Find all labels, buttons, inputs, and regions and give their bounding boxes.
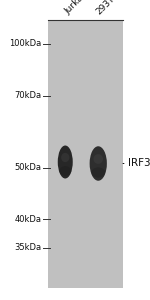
Ellipse shape [58,146,73,178]
Text: 293T: 293T [94,0,117,16]
Ellipse shape [91,167,105,178]
Text: IRF3: IRF3 [128,158,150,169]
Text: Jurkat: Jurkat [63,0,88,16]
Bar [48,21,123,288]
Text: 35kDa: 35kDa [14,243,41,252]
Ellipse shape [61,153,69,162]
Ellipse shape [59,166,71,176]
Text: 40kDa: 40kDa [14,214,41,224]
Ellipse shape [93,154,103,164]
Ellipse shape [90,146,107,181]
Text: 70kDa: 70kDa [14,92,41,100]
Text: 50kDa: 50kDa [14,164,41,172]
Text: 100kDa: 100kDa [9,39,41,48]
